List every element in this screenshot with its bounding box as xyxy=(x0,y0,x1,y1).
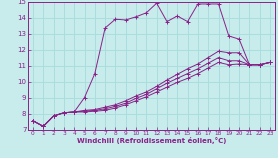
X-axis label: Windchill (Refroidissement éolien,°C): Windchill (Refroidissement éolien,°C) xyxy=(77,137,226,144)
